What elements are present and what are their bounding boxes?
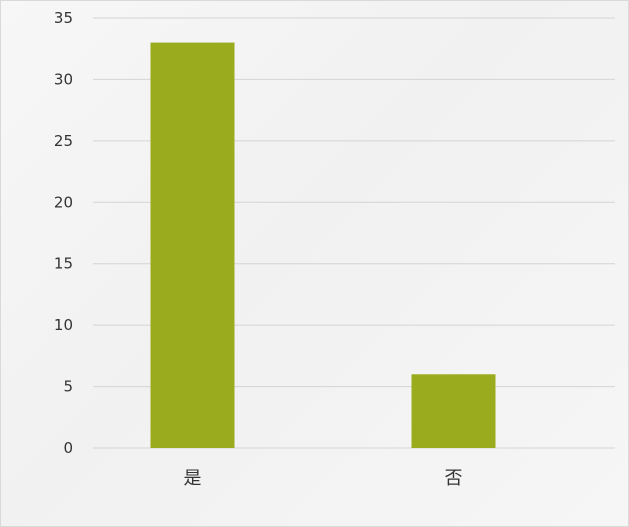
x-axis-category-labels: 是否 (184, 468, 463, 489)
bars (150, 42, 496, 448)
x-category-label-2: 否 (445, 468, 463, 489)
bar-2 (411, 374, 496, 448)
y-tick-label-15: 15 (54, 255, 73, 273)
y-tick-label-35: 35 (54, 9, 73, 27)
y-tick-label-25: 25 (54, 132, 73, 150)
y-tick-label-5: 5 (63, 378, 73, 396)
x-category-label-1: 是 (184, 468, 202, 489)
y-tick-label-10: 10 (54, 316, 73, 334)
y-tick-label-30: 30 (54, 70, 73, 88)
bar-1 (150, 42, 235, 448)
y-tick-label-20: 20 (54, 193, 73, 211)
y-tick-label-0: 0 (63, 439, 73, 457)
y-axis-tick-labels: 0 5 10 15 20 25 30 35 (54, 9, 73, 457)
